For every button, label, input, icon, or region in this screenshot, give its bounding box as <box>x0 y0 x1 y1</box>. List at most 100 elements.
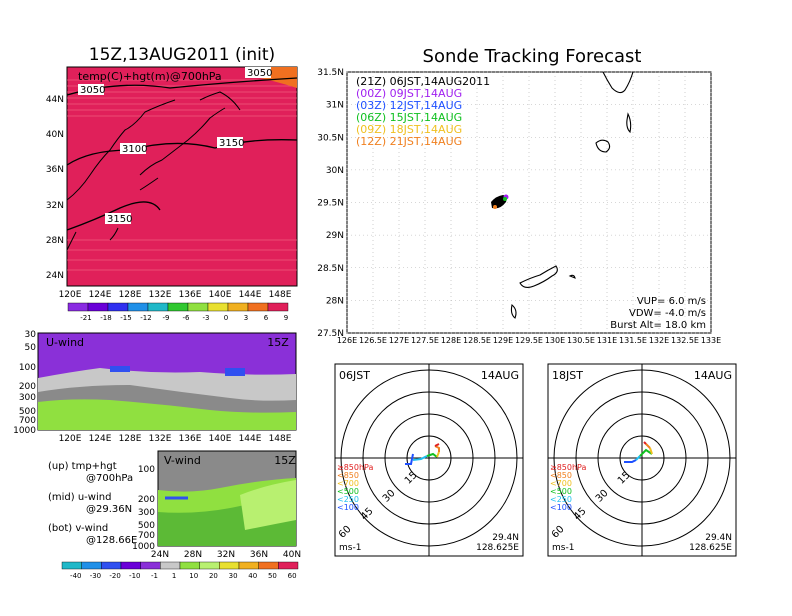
wind-colorbar-swatch <box>199 561 220 570</box>
v-wind-label: V-wind <box>164 454 201 467</box>
hodograph-lat: 29.4N <box>492 533 519 543</box>
temp-colorbar-label: -15 <box>120 314 131 322</box>
track-lat-tick: 28.5N <box>317 264 344 274</box>
track-lon-tick: 133E <box>701 336 721 345</box>
contour-label-5: 3050 <box>247 68 272 79</box>
track-lon-tick: 132E <box>649 336 669 345</box>
hodograph-time: 06JST <box>339 369 370 382</box>
v-lat-tick: 24N <box>151 550 169 560</box>
hodograph-trace-segment <box>643 441 647 445</box>
launch-legend-entry: (00Z) 09JST,14AUG <box>356 87 462 100</box>
map-lon-tick: 128E <box>119 290 142 300</box>
u-wind-lon-ticks: 120E 124E 128E 132E 136E 140E 144E 148E <box>59 434 292 444</box>
v-lat-tick: 28N <box>184 550 202 560</box>
wind-colorbar-swatch <box>160 561 181 570</box>
temp-colorbar-label: -9 <box>163 314 170 322</box>
track-lon-ticks: 126E 126.5E 127E 127.5E 128E 128.5E 129E 129.5E… <box>337 336 721 345</box>
u-lon-tick: 144E <box>239 434 262 444</box>
u-wind-label: U-wind <box>46 336 84 349</box>
u-p-tick: 300 <box>19 393 36 403</box>
map-lon-tick: 148E <box>269 290 292 300</box>
launch-legend-entry: (03Z) 12JST,14AUG <box>356 99 462 112</box>
map-lon-tick: 136E <box>179 290 202 300</box>
wind-colorbar-label: 30 <box>229 572 238 580</box>
legend-bot-sub: @128.66E <box>86 535 137 546</box>
hodograph-trace-segment <box>405 453 414 465</box>
wind-colorbar-swatch <box>61 561 82 570</box>
coastline <box>66 91 241 251</box>
temp-colorbar-swatch <box>227 302 249 312</box>
trajectory-cluster <box>491 194 509 209</box>
map-lat-tick: 24N <box>46 271 64 281</box>
hodograph-level-label: ≥850hPa <box>550 463 587 472</box>
track-lon-tick: 126.5E <box>359 336 387 345</box>
temp-colorbar-swatch <box>187 302 209 312</box>
contour-label-1: 3050 <box>80 85 105 96</box>
u-p-tick: 50 <box>25 343 37 353</box>
u-p-tick: 500 <box>19 407 36 417</box>
burst-param: Burst Alt= 18.0 km <box>610 320 706 331</box>
contour-label-4: 3150 <box>107 214 132 225</box>
track-lat-tick: 27.5N <box>317 329 344 339</box>
map-lat-tick: 32N <box>46 201 64 211</box>
map-lat-tick: 36N <box>46 165 64 175</box>
hodograph-level-label: <850 <box>550 471 572 480</box>
track-lat-tick: 31.5N <box>317 68 344 78</box>
u-p-tick: 700 <box>19 416 36 426</box>
wind-colorbar-swatch <box>120 561 141 570</box>
hodograph-level-label: <700 <box>337 479 359 488</box>
hodograph-level-label: <700 <box>550 479 572 488</box>
wind-colorbar-swatch <box>140 561 161 570</box>
track-lon-tick: 129E <box>493 336 513 345</box>
temp-colorbar-label: 0 <box>224 314 228 322</box>
temp-field <box>66 66 298 287</box>
hodograph-unit: ms-1 <box>339 543 361 553</box>
left-panel-title: 15Z,13AUG2011 (init) <box>89 45 275 65</box>
hodograph-trace-segment <box>412 455 428 461</box>
track-lon-tick: 126E <box>337 336 357 345</box>
v-wind-lat-ticks: 24N 28N 32N 36N 40N <box>151 550 301 560</box>
u-lon-tick: 132E <box>149 434 172 444</box>
wind-colorbar-label: 40 <box>248 572 257 580</box>
legend-mid-sub: @29.36N <box>86 504 132 515</box>
temp-colorbar-label: -3 <box>203 314 210 322</box>
track-lon-tick: 127E <box>389 336 409 345</box>
v-wind-p-ticks: 100 200 300 500 700 1000 <box>132 465 155 552</box>
track-lat-tick: 29N <box>326 231 344 241</box>
temp-colorbar-swatch <box>127 302 149 312</box>
track-lat-tick: 31N <box>326 101 344 111</box>
trajectory-green <box>503 197 507 201</box>
u-lon-tick: 124E <box>89 434 112 444</box>
track-lon-tick: 129.5E <box>515 336 543 345</box>
launch-legend-entry: (06Z) 15JST,14AUG <box>356 111 462 124</box>
hodograph-trace-segment <box>434 443 440 447</box>
map-variable-label: temp(C)+hgt(m)@700hPa <box>78 70 222 83</box>
sonde-title: Sonde Tracking Forecast <box>423 46 642 67</box>
wind-colorbar-label: 10 <box>189 572 198 580</box>
hodograph-lat: 29.4N <box>705 533 732 543</box>
u-wind-blue-cell <box>225 368 245 376</box>
wind-colorbar-swatch <box>278 561 299 570</box>
temp-colorbar-swatch <box>207 302 229 312</box>
map-lat-tick: 44N <box>46 95 64 105</box>
island-outlines <box>510 71 634 319</box>
wind-colorbar-label: -10 <box>129 572 140 580</box>
v-p-tick: 500 <box>138 521 155 531</box>
vdw-param: VDW= -4.0 m/s <box>629 308 706 319</box>
wind-colorbar-label: -40 <box>70 572 81 580</box>
temp-colorbar-label: 9 <box>284 314 288 322</box>
hodograph-lon: 128.625E <box>689 543 732 553</box>
v-wind-light-green-zone <box>240 480 296 530</box>
track-lat-ticks: 31.5N 31N 30.5N 30N 29.5N 29N 28.5N 28N 27.5N <box>317 68 344 339</box>
map-lon-tick: 132E <box>149 290 172 300</box>
temp-colorbar-label: 3 <box>244 314 248 322</box>
legend-bot-title: (bot) v-wind <box>48 523 108 534</box>
track-lon-tick: 130E <box>545 336 565 345</box>
track-lat-tick: 29.5N <box>317 199 344 209</box>
v-p-tick: 700 <box>138 531 155 541</box>
wind-colorbar-label: 20 <box>209 572 218 580</box>
wind-colorbar: -40 -30 -20 -10 -1 1 10 20 30 40 50 60 <box>61 561 299 580</box>
